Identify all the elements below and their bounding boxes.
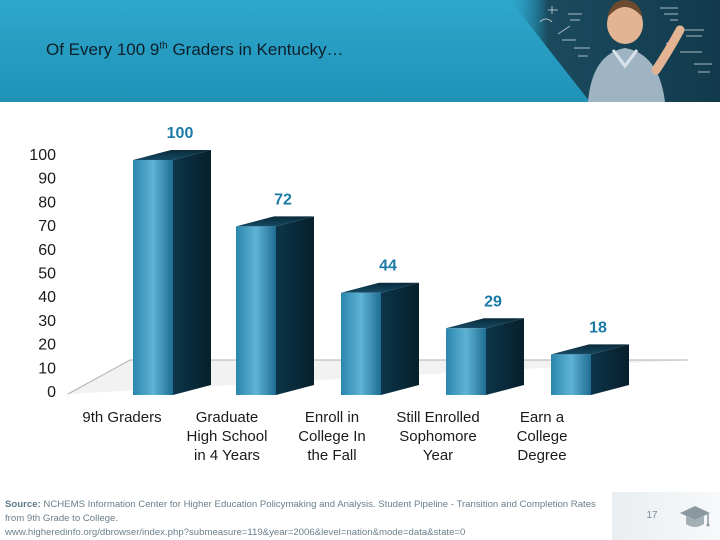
category-labels: 9th Graders Graduate High School in 4 Years… (82, 409, 567, 464)
y-tick-label: 60 (38, 242, 56, 259)
source-label: Source: (5, 499, 41, 510)
bar-top (133, 150, 211, 160)
bar (446, 328, 486, 395)
bar-side (173, 150, 211, 395)
x-category-label: Graduate (196, 409, 259, 426)
bar-top (551, 344, 629, 355)
y-tick-label: 50 (38, 266, 56, 283)
x-category-label: Earn a (520, 409, 565, 426)
x-category-label: College In (298, 428, 366, 445)
source-text: NCHEMS Information Center for Higher Edu… (5, 499, 596, 524)
bar-value-label: 100 (167, 125, 194, 142)
floor-front-edge (67, 359, 131, 395)
bar-value-label: 44 (379, 258, 397, 275)
y-tick-label: 10 (38, 360, 56, 377)
y-tick-label: 80 (38, 194, 56, 211)
bar (236, 226, 276, 395)
teacher-chalkboard-photo (510, 0, 720, 102)
x-category-label: Degree (517, 447, 566, 464)
bar-side (486, 318, 524, 395)
graduation-cap-icon (680, 506, 710, 527)
bar-value-label: 72 (274, 191, 292, 208)
bar-value-label: 18 (589, 319, 607, 336)
y-tick-label: 0 (47, 384, 56, 401)
bar (551, 354, 591, 395)
bar-side (276, 216, 314, 395)
bar (133, 160, 173, 395)
x-category-label: Enroll in (305, 409, 359, 426)
bar-side (381, 282, 419, 395)
bar-top (446, 318, 524, 329)
bars-group: 100 72 44 29 18 (133, 125, 629, 395)
bar-chart: 0 10 20 30 40 50 60 70 80 90 100 100 72 44 29 18 9th G… (29, 125, 688, 464)
y-tick-label: 40 (38, 289, 56, 306)
header-band: Of Every 100 9th Graders in Kentucky… (0, 0, 720, 102)
y-tick-label: 100 (29, 147, 56, 164)
page-number: 17 (646, 510, 658, 521)
x-category-label: Sophomore (399, 428, 477, 445)
x-category-label: 9th Graders (82, 409, 161, 426)
bar (341, 292, 381, 395)
source-url[interactable]: www.higheredinfo.org/dbrowser/index.php?… (5, 527, 466, 538)
x-category-label: High School (187, 428, 268, 445)
page-title: Of Every 100 9th Graders in Kentucky… (46, 40, 344, 59)
x-category-label: the Fall (307, 447, 356, 464)
x-category-label: Still Enrolled (396, 409, 479, 426)
y-tick-label: 70 (38, 218, 56, 235)
bar-top (341, 282, 419, 293)
source-note: Source: NCHEMS Information Center for Hi… (5, 498, 615, 540)
x-category-label: Year (423, 447, 453, 464)
y-axis-ticks: 0 10 20 30 40 50 60 70 80 90 100 (29, 147, 56, 401)
bar-value-label: 29 (484, 293, 502, 310)
y-tick-label: 90 (38, 171, 56, 188)
bar-side (591, 344, 629, 395)
bar-top (236, 216, 314, 227)
x-category-label: College (517, 428, 568, 445)
y-tick-label: 20 (38, 337, 56, 354)
x-category-label: in 4 Years (194, 447, 260, 464)
y-tick-label: 30 (38, 313, 56, 330)
